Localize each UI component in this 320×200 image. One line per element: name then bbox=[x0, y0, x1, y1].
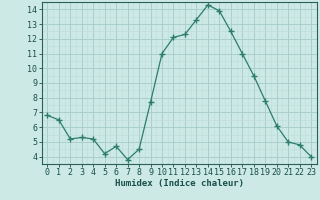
X-axis label: Humidex (Indice chaleur): Humidex (Indice chaleur) bbox=[115, 179, 244, 188]
